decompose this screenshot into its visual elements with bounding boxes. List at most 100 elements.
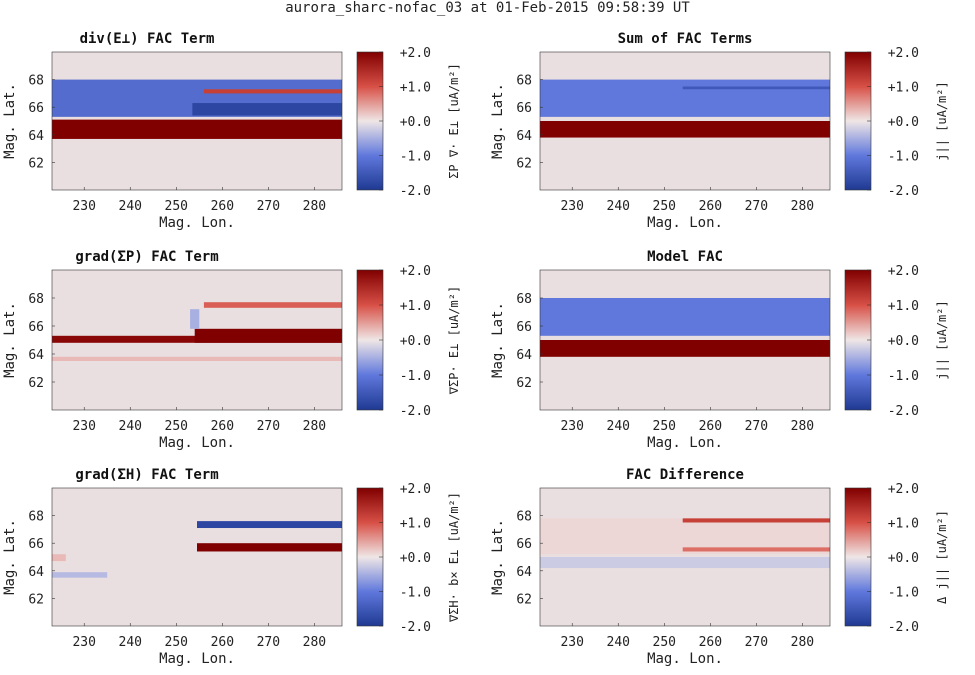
y-tick-label: 66 [516, 320, 532, 335]
y-axis-label: Mag. Lat. [2, 83, 18, 159]
x-tick-label: 280 [303, 199, 326, 214]
x-tick-label: 240 [119, 635, 142, 650]
x-tick-label: 250 [653, 199, 676, 214]
x-tick-label: 250 [653, 419, 676, 434]
heatmap-band-2 [540, 79, 830, 117]
heatmap-band-4 [203, 89, 342, 94]
colorbar [356, 487, 384, 627]
x-tick-label: 270 [257, 419, 280, 434]
x-axis-label: Mag. Lon. [647, 435, 723, 451]
y-axis-label: Mag. Lat. [2, 302, 18, 378]
x-tick-label: 250 [165, 419, 188, 434]
heatmap-panel-6: FAC Difference 230 240 250 260 270 280 62 64 66 68… [490, 467, 949, 667]
y-tick-label: 64 [516, 129, 532, 144]
y-tick-label: 62 [28, 156, 44, 171]
colorbar-tick-label: +2.0 [400, 482, 431, 497]
heatmap-band-3 [682, 518, 830, 523]
y-axis-label: Mag. Lat. [490, 302, 506, 378]
colorbar-tick-label: -1.0 [888, 150, 919, 165]
x-axis-label: Mag. Lon. [159, 215, 235, 231]
y-tick-label: 68 [28, 510, 44, 525]
x-tick-label: 250 [165, 635, 188, 650]
y-tick-label: 68 [516, 510, 532, 525]
axes-frame [539, 51, 831, 191]
heatmap-band-5 [190, 309, 200, 329]
x-axis-label: Mag. Lon. [647, 651, 723, 667]
y-tick-label: 64 [28, 565, 44, 580]
panel-title: Sum of FAC Terms [618, 31, 753, 47]
panel-title: Model FAC [647, 249, 723, 265]
colorbar-label: ∇ΣP· E⊥ [uA/m²] [447, 286, 461, 395]
heatmap-band-4 [203, 302, 342, 308]
x-tick-label: 280 [791, 635, 814, 650]
x-tick-label: 260 [211, 199, 234, 214]
x-tick-label: 230 [560, 635, 583, 650]
y-tick-label: 66 [28, 101, 44, 116]
y-tick-label: 66 [28, 537, 44, 552]
y-tick-label: 64 [28, 348, 44, 363]
colorbar-tick-label: -2.0 [888, 404, 919, 419]
colorbar-tick-label: +2.0 [888, 46, 919, 61]
panel-title: grad(ΣP) FAC Term [75, 249, 218, 265]
x-tick-label: 260 [211, 419, 234, 434]
figure-title: aurora_sharc-nofac_03 at 01-Feb-2015 09:… [285, 0, 690, 16]
y-tick-label: 68 [28, 292, 44, 307]
x-tick-label: 270 [257, 199, 280, 214]
heatmap-panel-2: Sum of FAC Terms 230 240 250 260 270 280 62 64 66… [490, 31, 949, 231]
x-axis-label: Mag. Lon. [159, 651, 235, 667]
x-tick-label: 240 [607, 635, 630, 650]
axes-frame [539, 269, 831, 411]
heatmap-band-1 [540, 340, 830, 357]
colorbar-tick-label: -1.0 [888, 369, 919, 384]
x-tick-label: 280 [791, 199, 814, 214]
colorbar-tick-label: +0.0 [400, 334, 431, 349]
heatmap-band-4 [52, 554, 66, 562]
heatmap-band-2 [197, 543, 342, 552]
heatmap-band-2 [194, 328, 342, 343]
heatmap-band-3 [192, 103, 342, 116]
colorbar-tick-label: -2.0 [888, 184, 919, 199]
colorbar-tick-label: +1.0 [400, 81, 431, 96]
x-axis-label: Mag. Lon. [159, 435, 235, 451]
y-tick-label: 68 [516, 292, 532, 307]
colorbar [844, 269, 872, 411]
heatmap-panel-5: grad(ΣH) FAC Term 230 240 250 260 270 280 62 64 6… [2, 467, 461, 667]
heatmap-band-3 [682, 86, 830, 90]
heatmap-band-3 [52, 356, 342, 361]
heatmap-panel-3: grad(ΣP) FAC Term 230 240 250 260 270 280 62 64 6… [2, 249, 461, 451]
x-tick-label: 280 [303, 635, 326, 650]
x-tick-label: 240 [607, 419, 630, 434]
x-tick-label: 280 [791, 419, 814, 434]
x-tick-label: 270 [745, 419, 768, 434]
y-tick-label: 66 [516, 537, 532, 552]
colorbar-tick-label: -2.0 [400, 620, 431, 635]
x-tick-label: 270 [257, 635, 280, 650]
heatmap-band-1 [197, 521, 342, 529]
x-tick-label: 270 [745, 635, 768, 650]
x-tick-label: 240 [119, 199, 142, 214]
heatmap-band-2 [540, 298, 830, 336]
colorbar-tick-label: +0.0 [888, 334, 919, 349]
colorbar-label: j|| [uA/m²] [935, 81, 949, 160]
colorbar-label: ∇ΣH· b× E⊥ [uA/m²] [447, 492, 461, 623]
x-tick-label: 250 [653, 635, 676, 650]
axes-frame [51, 487, 343, 627]
colorbar-tick-label: +2.0 [400, 46, 431, 61]
colorbar-tick-label: +1.0 [400, 517, 431, 532]
colorbar-tick-label: +1.0 [888, 517, 919, 532]
y-tick-label: 68 [516, 74, 532, 89]
colorbar-label: ΣP ∇· E⊥ [uA/m²] [447, 63, 461, 179]
colorbar-tick-label: +0.0 [888, 551, 919, 566]
colorbar-tick-label: -1.0 [888, 586, 919, 601]
y-tick-label: 64 [28, 129, 44, 144]
y-tick-label: 64 [516, 348, 532, 363]
x-tick-label: 230 [72, 419, 95, 434]
colorbar [356, 51, 384, 191]
colorbar-label: Δ j|| [uA/m²] [935, 510, 949, 604]
x-tick-label: 230 [560, 199, 583, 214]
y-tick-label: 62 [516, 592, 532, 607]
heatmap-band-3 [52, 572, 108, 578]
panel-title: div(E⊥) FAC Term [80, 31, 215, 47]
y-axis-label: Mag. Lat. [2, 519, 18, 595]
x-tick-label: 240 [607, 199, 630, 214]
